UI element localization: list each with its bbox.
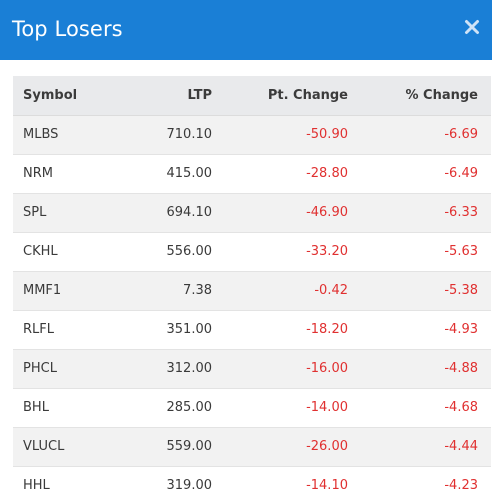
losers-table: Symbol LTP Pt. Change % Change MLBS 710.1… <box>13 76 491 501</box>
column-header-pt-change[interactable]: Pt. Change <box>212 76 348 116</box>
cell-pct-change: -4.93 <box>348 310 491 350</box>
losers-table-container: Symbol LTP Pt. Change % Change MLBS 710.1… <box>13 76 491 501</box>
modal-header: Top Losers <box>0 0 492 60</box>
cell-pt-change: -16.00 <box>212 349 348 389</box>
cell-pt-change: -46.90 <box>212 193 348 233</box>
cell-pt-change: -33.20 <box>212 232 348 272</box>
cell-pt-change: -50.90 <box>212 115 348 155</box>
cell-ltp: 351.00 <box>141 310 212 350</box>
cell-pt-change: -26.00 <box>212 427 348 467</box>
cell-ltp: 556.00 <box>141 232 212 272</box>
cell-symbol[interactable]: CKHL <box>13 232 141 272</box>
column-header-pct-change[interactable]: % Change <box>348 76 491 116</box>
cell-pct-change: -4.23 <box>348 466 491 501</box>
cell-pct-change: -4.68 <box>348 388 491 428</box>
table-body: MLBS 710.10 -50.90 -6.69 NRM 415.00 -28.80 -6.4… <box>13 115 491 501</box>
cell-symbol[interactable]: MMF1 <box>13 271 141 311</box>
cell-pct-change: -6.69 <box>348 115 491 155</box>
cell-pt-change: -14.10 <box>212 466 348 501</box>
cell-symbol[interactable]: PHCL <box>13 349 141 389</box>
table-row[interactable]: NRM 415.00 -28.80 -6.49 <box>13 154 491 194</box>
cell-symbol[interactable]: BHL <box>13 388 141 428</box>
cell-pt-change: -28.80 <box>212 154 348 194</box>
table-row[interactable]: BHL 285.00 -14.00 -4.68 <box>13 388 491 428</box>
column-header-symbol[interactable]: Symbol <box>13 76 141 116</box>
cell-ltp: 559.00 <box>141 427 212 467</box>
cell-pt-change: -18.20 <box>212 310 348 350</box>
cell-pct-change: -6.49 <box>348 154 491 194</box>
cell-ltp: 710.10 <box>141 115 212 155</box>
table-row[interactable]: MLBS 710.10 -50.90 -6.69 <box>13 115 491 155</box>
cell-pt-change: -0.42 <box>212 271 348 311</box>
close-icon <box>464 19 480 35</box>
table-header-row: Symbol LTP Pt. Change % Change <box>13 76 491 116</box>
table-row[interactable]: CKHL 556.00 -33.20 -5.63 <box>13 232 491 272</box>
cell-pt-change: -14.00 <box>212 388 348 428</box>
cell-symbol[interactable]: SPL <box>13 193 141 233</box>
cell-symbol[interactable]: RLFL <box>13 310 141 350</box>
cell-ltp: 312.00 <box>141 349 212 389</box>
table-header: Symbol LTP Pt. Change % Change <box>13 76 491 116</box>
cell-pct-change: -6.33 <box>348 193 491 233</box>
cell-ltp: 694.10 <box>141 193 212 233</box>
cell-pct-change: -5.63 <box>348 232 491 272</box>
cell-ltp: 415.00 <box>141 154 212 194</box>
cell-pct-change: -4.88 <box>348 349 491 389</box>
cell-symbol[interactable]: MLBS <box>13 115 141 155</box>
cell-ltp: 285.00 <box>141 388 212 428</box>
modal-title: Top Losers <box>12 17 123 41</box>
column-header-ltp[interactable]: LTP <box>141 76 212 116</box>
close-button[interactable] <box>464 19 480 35</box>
table-row[interactable]: VLUCL 559.00 -26.00 -4.44 <box>13 427 491 467</box>
cell-symbol[interactable]: NRM <box>13 154 141 194</box>
cell-pct-change: -4.44 <box>348 427 491 467</box>
table-row[interactable]: SPL 694.10 -46.90 -6.33 <box>13 193 491 233</box>
cell-symbol[interactable]: VLUCL <box>13 427 141 467</box>
cell-ltp: 319.00 <box>141 466 212 501</box>
cell-symbol[interactable]: HHL <box>13 466 141 501</box>
table-row[interactable]: PHCL 312.00 -16.00 -4.88 <box>13 349 491 389</box>
table-row[interactable]: RLFL 351.00 -18.20 -4.93 <box>13 310 491 350</box>
table-row[interactable]: HHL 319.00 -14.10 -4.23 <box>13 466 491 501</box>
cell-pct-change: -5.38 <box>348 271 491 311</box>
cell-ltp: 7.38 <box>141 271 212 311</box>
table-row[interactable]: MMF1 7.38 -0.42 -5.38 <box>13 271 491 311</box>
